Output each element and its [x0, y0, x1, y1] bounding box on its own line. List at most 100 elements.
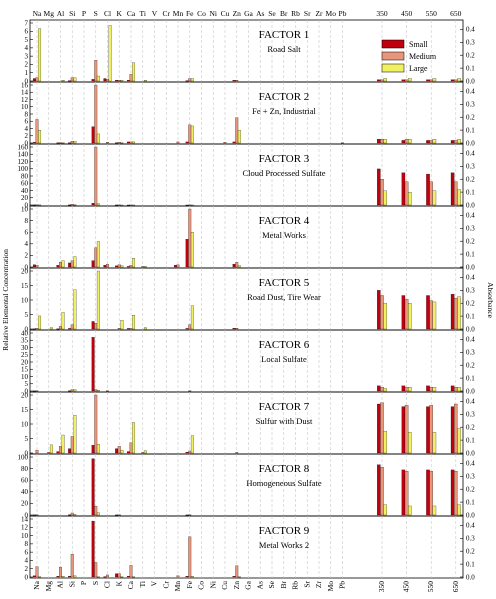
- panel-title: FACTOR 6: [259, 339, 310, 351]
- y-tick-label: 8: [25, 110, 29, 118]
- bar-Fe: [185, 204, 189, 206]
- bar-Na: [32, 514, 36, 516]
- absorbance-bar-550: [429, 181, 433, 206]
- right-tick-label: 0.2: [466, 176, 475, 184]
- y-tick-label: 5: [25, 36, 29, 44]
- absorbance-bar-450: [408, 505, 412, 516]
- bar-Na: [32, 575, 36, 578]
- x-bottom-label: Br: [279, 580, 288, 588]
- absorbance-bar-350: [383, 139, 387, 144]
- x-top-label: Sr: [304, 9, 311, 18]
- bar-Al: [61, 576, 65, 578]
- absorbance-bar-350: [380, 79, 384, 82]
- bar-Na: [38, 130, 42, 144]
- bar-Zn: [232, 576, 236, 578]
- y-tick-label: 20: [21, 358, 29, 366]
- bar-Si: [68, 514, 72, 516]
- bar-Cl: [103, 576, 107, 578]
- x-top-label: Al: [57, 9, 65, 18]
- bar-S: [91, 260, 95, 268]
- y-tick-label: 40: [21, 187, 29, 195]
- x-bottom-label: Cu: [220, 581, 229, 590]
- x-top-label: Rb: [291, 9, 300, 18]
- bar-Fe: [188, 536, 192, 578]
- y-tick-label: 5: [25, 380, 29, 388]
- bar-Al: [61, 260, 65, 268]
- absorbance-bar-350: [377, 79, 381, 82]
- bar-Fe: [190, 576, 194, 578]
- x-bottom-label: S: [91, 581, 100, 585]
- absorbance-bar-550: [432, 387, 437, 392]
- absorbance-bar-650: [457, 78, 461, 82]
- y-tick-label: 0: [25, 201, 29, 209]
- right-tick-label: 0.1: [466, 250, 475, 258]
- y-tick-label: 30: [21, 344, 29, 352]
- bar-Ca: [126, 141, 130, 144]
- bar-Mn: [176, 264, 180, 268]
- bar-Fe: [190, 232, 194, 268]
- legend-swatch: [381, 51, 405, 61]
- y-axis-right-title: Absorbance: [486, 282, 495, 318]
- right-tick-label: 0.0: [466, 325, 475, 333]
- bar-K: [120, 142, 124, 144]
- bar-Al: [61, 142, 65, 144]
- bar-Al: [56, 451, 60, 454]
- absorbance-bar-650: [450, 385, 455, 392]
- bar-Ca: [129, 265, 133, 268]
- x-bottom-label: Ca: [126, 580, 135, 589]
- panel-title: FACTOR 9: [259, 525, 310, 537]
- x-bottom-label: Mo: [326, 581, 335, 592]
- x-top-label: Ti: [140, 9, 146, 18]
- absorbance-bar-650: [454, 140, 458, 144]
- absorbance-bar-350: [377, 168, 381, 206]
- absorbance-bar-450: [408, 78, 412, 82]
- bar-Si: [70, 512, 74, 516]
- panel-subtitle: Sulfur with Dust: [256, 416, 313, 426]
- panel-subtitle: Cloud Processed Sulfate: [242, 168, 325, 178]
- y-tick-label: 6: [25, 548, 29, 556]
- bar-S: [94, 389, 98, 392]
- absorbance-bar-350: [380, 179, 384, 206]
- bar-Fe: [188, 204, 192, 206]
- bar-Si: [73, 514, 77, 516]
- bar-Ti: [143, 80, 147, 82]
- bar-K: [117, 142, 121, 144]
- right-tick-label: 0.3: [466, 411, 475, 419]
- bar-S: [96, 133, 100, 144]
- bar-Fe: [188, 514, 192, 516]
- absorbance-bar-550: [429, 140, 433, 144]
- panel-title: FACTOR 1: [259, 29, 310, 41]
- bar-Na: [38, 28, 42, 82]
- bar-Mn: [176, 141, 180, 144]
- right-tick-label: 0.1: [466, 374, 475, 382]
- y-tick-label: 5: [25, 435, 29, 443]
- right-tick-label: 0.3: [466, 163, 475, 171]
- x-top-label: Ga: [244, 9, 253, 18]
- y-tick-label: 8: [25, 217, 29, 225]
- x-top-label: Mn: [173, 9, 184, 18]
- x-bottom-label: P: [79, 581, 88, 585]
- bar-Ca: [126, 204, 130, 206]
- absorbance-bar-450: [408, 191, 412, 206]
- right-tick-label: 0.4: [466, 150, 475, 158]
- y-tick-label: 100: [18, 453, 29, 461]
- bar-S: [94, 84, 98, 144]
- bar-Zn: [235, 117, 239, 144]
- panel-subtitle: Local Sulfate: [261, 354, 307, 364]
- bar-Zn: [235, 328, 239, 330]
- bar-Fe: [185, 239, 189, 268]
- right-tick-label: 0.4: [466, 26, 475, 34]
- right-tick-label: 0.3: [466, 535, 475, 543]
- right-tick-label: 0.0: [466, 139, 475, 147]
- bar-Ca: [132, 315, 136, 330]
- bar-Si: [68, 390, 72, 392]
- bar-Na: [32, 142, 36, 144]
- bar-Ca: [129, 328, 133, 330]
- y-tick-label: 7: [25, 19, 29, 27]
- absorbance-bar-550: [426, 79, 430, 82]
- absorbance-bar-650: [450, 406, 455, 454]
- bar-Fe: [185, 514, 189, 516]
- absorbance-bar-350: [383, 78, 387, 82]
- right-tick-label: 0.3: [466, 39, 475, 47]
- panel-subtitle: Metal Works: [262, 230, 306, 240]
